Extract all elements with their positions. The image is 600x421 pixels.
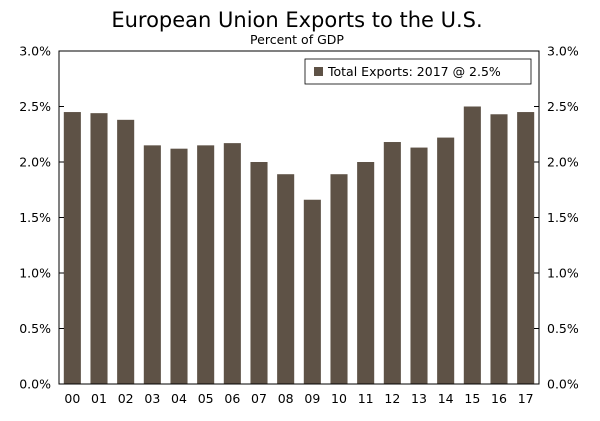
y-tick-label-right: 2.5% <box>547 99 579 114</box>
x-tick-label-01: 01 <box>91 391 107 406</box>
y-tick-label-right: 1.5% <box>547 210 579 225</box>
bar-03 <box>143 145 161 384</box>
bar-series <box>63 106 535 385</box>
legend-label: Total Exports: 2017 @ 2.5% <box>327 64 501 79</box>
bar-09 <box>303 199 321 384</box>
x-tick-label-04: 04 <box>171 391 187 406</box>
bar-12 <box>383 142 401 384</box>
bar-08 <box>277 174 295 384</box>
y-tick-label-left: 0.0% <box>19 377 51 392</box>
x-tick-label-10: 10 <box>331 391 347 406</box>
bar-06 <box>223 143 241 384</box>
x-tick-label-14: 14 <box>438 391 454 406</box>
legend-swatch <box>314 67 323 76</box>
bar-13 <box>410 147 428 384</box>
x-tick-label-17: 17 <box>518 391 534 406</box>
x-tick-label-08: 08 <box>278 391 294 406</box>
x-tick-label-12: 12 <box>384 391 400 406</box>
bar-05 <box>197 145 215 384</box>
bar-17 <box>517 112 535 385</box>
x-tick-label-16: 16 <box>491 391 507 406</box>
chart-title: European Union Exports to the U.S. <box>111 8 482 32</box>
y-tick-label-right: 0.0% <box>547 377 579 392</box>
x-tick-label-02: 02 <box>118 391 134 406</box>
bar-15 <box>463 106 481 384</box>
legend-box <box>304 58 532 85</box>
x-axis: 00 01 02 03 04 05 06 07 08 09 10 11 12 13 14 15 16 17 <box>64 391 533 406</box>
legend: Total Exports: 2017 @ 2.5% <box>304 58 532 85</box>
y-tick-label-left: 2.0% <box>19 155 51 170</box>
x-tick-label-06: 06 <box>224 391 240 406</box>
y-axis-right: 0.0% 0.5% 1.0% 1.5% 2.0% 2.5% 3.0% <box>534 44 579 392</box>
y-tick-label-left: 3.0% <box>19 44 51 59</box>
chart-subtitle: Percent of GDP <box>250 32 344 47</box>
y-tick-label-right: 0.5% <box>547 321 579 336</box>
y-tick-label-left: 2.5% <box>19 99 51 114</box>
y-tick-label-right: 3.0% <box>547 44 579 59</box>
bar-01 <box>90 113 108 384</box>
bar-10 <box>330 174 348 384</box>
y-tick-label-left: 1.5% <box>19 210 51 225</box>
bar-02 <box>117 119 135 384</box>
x-tick-label-07: 07 <box>251 391 267 406</box>
bar-16 <box>490 114 508 385</box>
x-tick-label-05: 05 <box>198 391 214 406</box>
x-tick-label-03: 03 <box>144 391 160 406</box>
x-tick-label-00: 00 <box>64 391 80 406</box>
y-tick-label-left: 0.5% <box>19 321 51 336</box>
y-tick-label-left: 1.0% <box>19 266 51 281</box>
bar-04 <box>170 148 188 384</box>
y-tick-label-right: 2.0% <box>547 155 579 170</box>
bar-07 <box>250 162 268 384</box>
bar-14 <box>437 137 455 384</box>
y-tick-label-right: 1.0% <box>547 266 579 281</box>
bar-11 <box>357 162 375 384</box>
y-axis-left: 0.0% 0.5% 1.0% 1.5% 2.0% 2.5% 3.0% <box>19 44 64 392</box>
bar-00 <box>63 112 81 385</box>
x-tick-label-13: 13 <box>411 391 427 406</box>
x-tick-label-11: 11 <box>358 391 374 406</box>
x-tick-label-15: 15 <box>464 391 480 406</box>
x-tick-label-09: 09 <box>304 391 320 406</box>
